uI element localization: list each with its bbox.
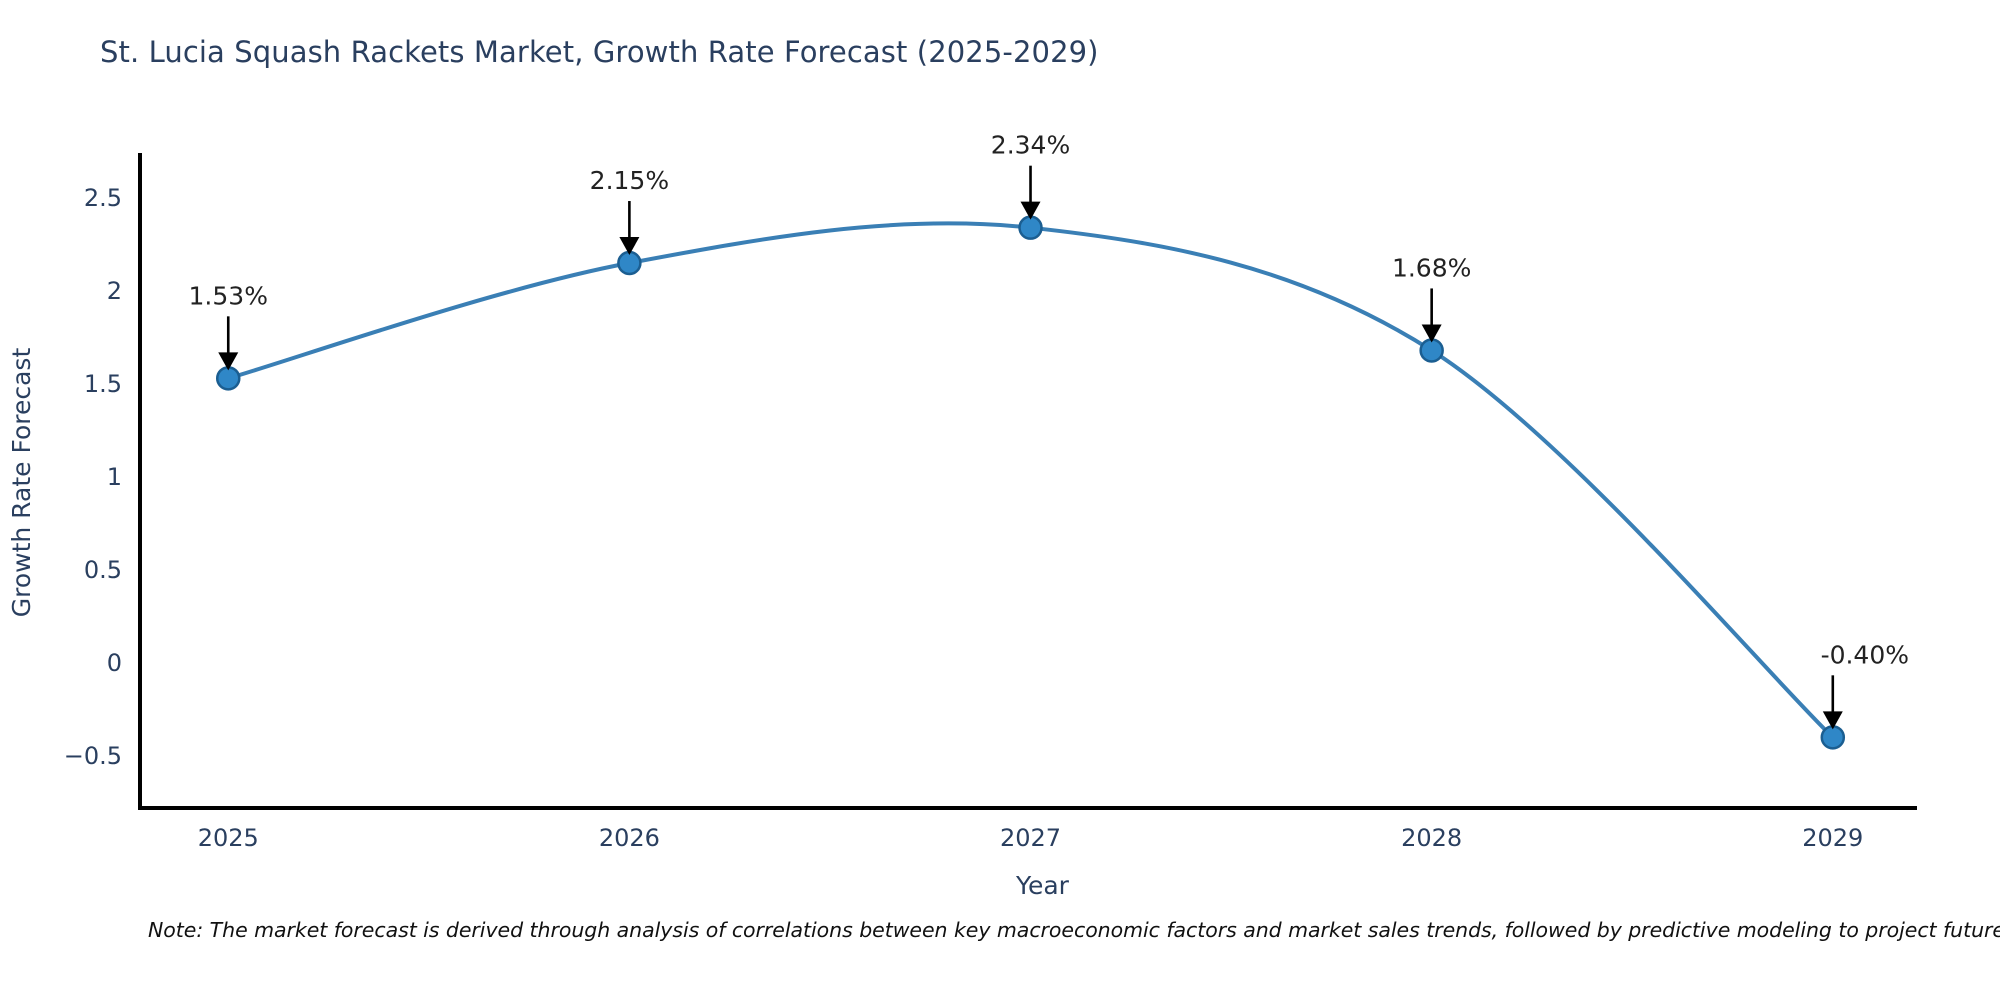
data-point-label: 1.53%: [189, 281, 268, 310]
data-point-marker[interactable]: [617, 250, 642, 276]
annotation-arrow-head: [1421, 324, 1442, 343]
data-point-marker[interactable]: [1820, 725, 1846, 750]
data-point-marker[interactable]: [1419, 338, 1444, 363]
y-axis-tick-label: 1: [107, 463, 122, 491]
y-axis-tick-label: −0.5: [64, 742, 122, 770]
y-axis-tick-label: 0.5: [84, 556, 122, 584]
data-line: [226, 221, 1835, 740]
x-axis-tick-label: 2029: [1802, 824, 1863, 852]
annotation-arrow-head: [1020, 201, 1041, 220]
x-axis-tick-label: 2028: [1401, 824, 1462, 852]
data-point-label: 1.68%: [1392, 253, 1471, 282]
data-point-label: 2.34%: [991, 131, 1070, 160]
y-axis-title: Growth Rate Forecast: [7, 348, 36, 618]
data-point-label: -0.40%: [1821, 640, 1909, 669]
x-axis-tick-label: 2026: [599, 824, 660, 852]
data-point-label: 2.15%: [590, 166, 669, 195]
data-point-marker[interactable]: [216, 366, 241, 391]
annotation-arrow-head: [619, 237, 640, 256]
y-axis-tick-label: 2: [107, 277, 122, 305]
chart-footnote: Note: The market forecast is derived thr…: [148, 918, 2000, 942]
data-point-marker[interactable]: [1018, 215, 1043, 240]
annotation-arrow-head: [218, 352, 239, 371]
y-axis-tick-label: 1.5: [84, 370, 122, 398]
x-axis-tick-label: 2025: [198, 824, 259, 852]
y-axis-tick-label: 2.5: [84, 184, 122, 212]
chart-title: St. Lucia Squash Rackets Market, Growth …: [100, 35, 1099, 69]
x-axis-title: Year: [1015, 871, 1070, 900]
y-axis-tick-label: 0: [107, 649, 122, 677]
x-axis-tick-label: 2027: [1000, 824, 1061, 852]
annotation-arrow-head: [1822, 711, 1843, 730]
